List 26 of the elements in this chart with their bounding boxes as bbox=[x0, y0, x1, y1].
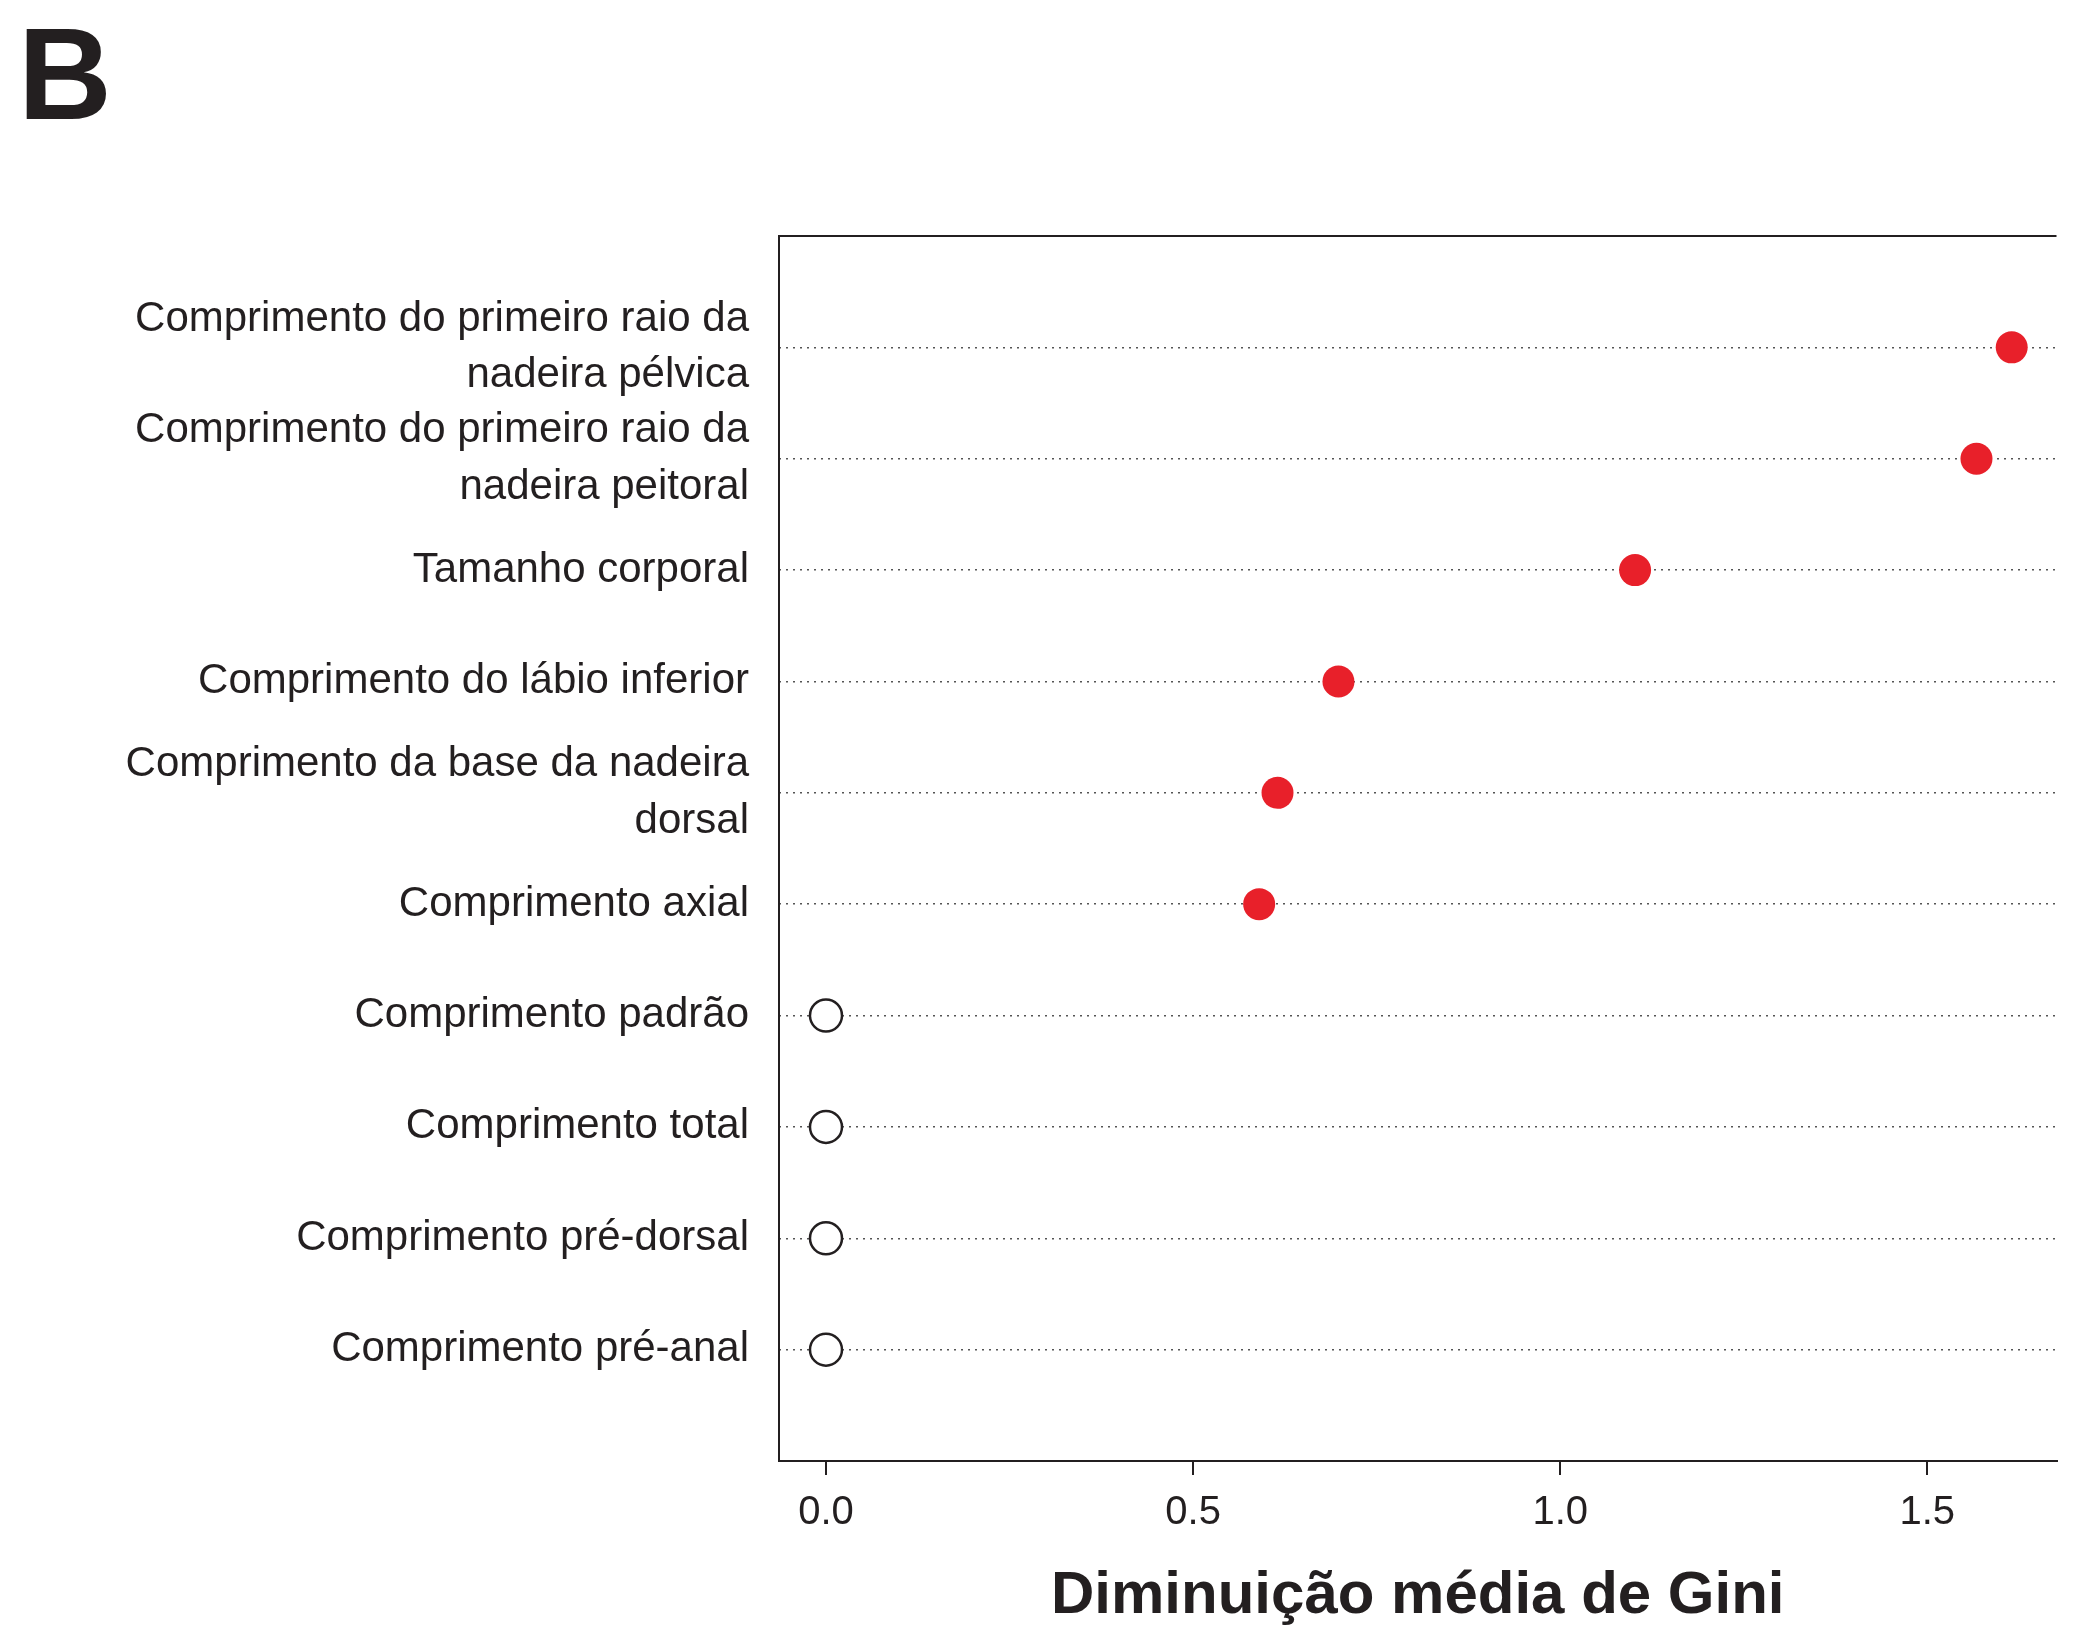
x-tick-label: 0.0 bbox=[798, 1488, 854, 1533]
point bbox=[808, 998, 844, 1033]
y-tick-label: Comprimento padrão bbox=[354, 989, 749, 1037]
y-tick-label: Comprimento do primeiro raio da nadeira peitoral bbox=[135, 403, 750, 508]
y-tick-label: Comprimento pré-dorsal bbox=[296, 1211, 749, 1259]
x-tick-label: 0.5 bbox=[1165, 1488, 1221, 1533]
point bbox=[1619, 554, 1652, 587]
y-tick-label: Comprimento do lábio inferior bbox=[198, 655, 750, 703]
point bbox=[1261, 776, 1294, 809]
x-tick-label: 1.0 bbox=[1532, 1488, 1588, 1533]
x-axis-title: Diminuição média de Gini bbox=[1051, 1558, 1785, 1626]
y-tick-label: Comprimento do primeiro raio da nadeira pélvica bbox=[135, 292, 750, 397]
y-tick-label: Comprimento axial bbox=[398, 877, 749, 925]
y-tick-label: Comprimento total bbox=[405, 1100, 749, 1148]
y-tick-label: Comprimento pré-anal bbox=[331, 1323, 749, 1371]
point bbox=[1322, 665, 1355, 698]
point bbox=[1243, 888, 1276, 921]
text: B bbox=[18, 0, 112, 147]
y-tick-label: Tamanho corporal bbox=[412, 543, 749, 591]
y-tick-label: Comprimento da base da nadeira dorsal bbox=[125, 738, 750, 842]
x-tick-label: 1.5 bbox=[1899, 1488, 1956, 1533]
point bbox=[1960, 442, 1993, 475]
point bbox=[808, 1332, 844, 1367]
point bbox=[808, 1221, 844, 1256]
point bbox=[1995, 331, 2028, 364]
point bbox=[808, 1109, 844, 1145]
